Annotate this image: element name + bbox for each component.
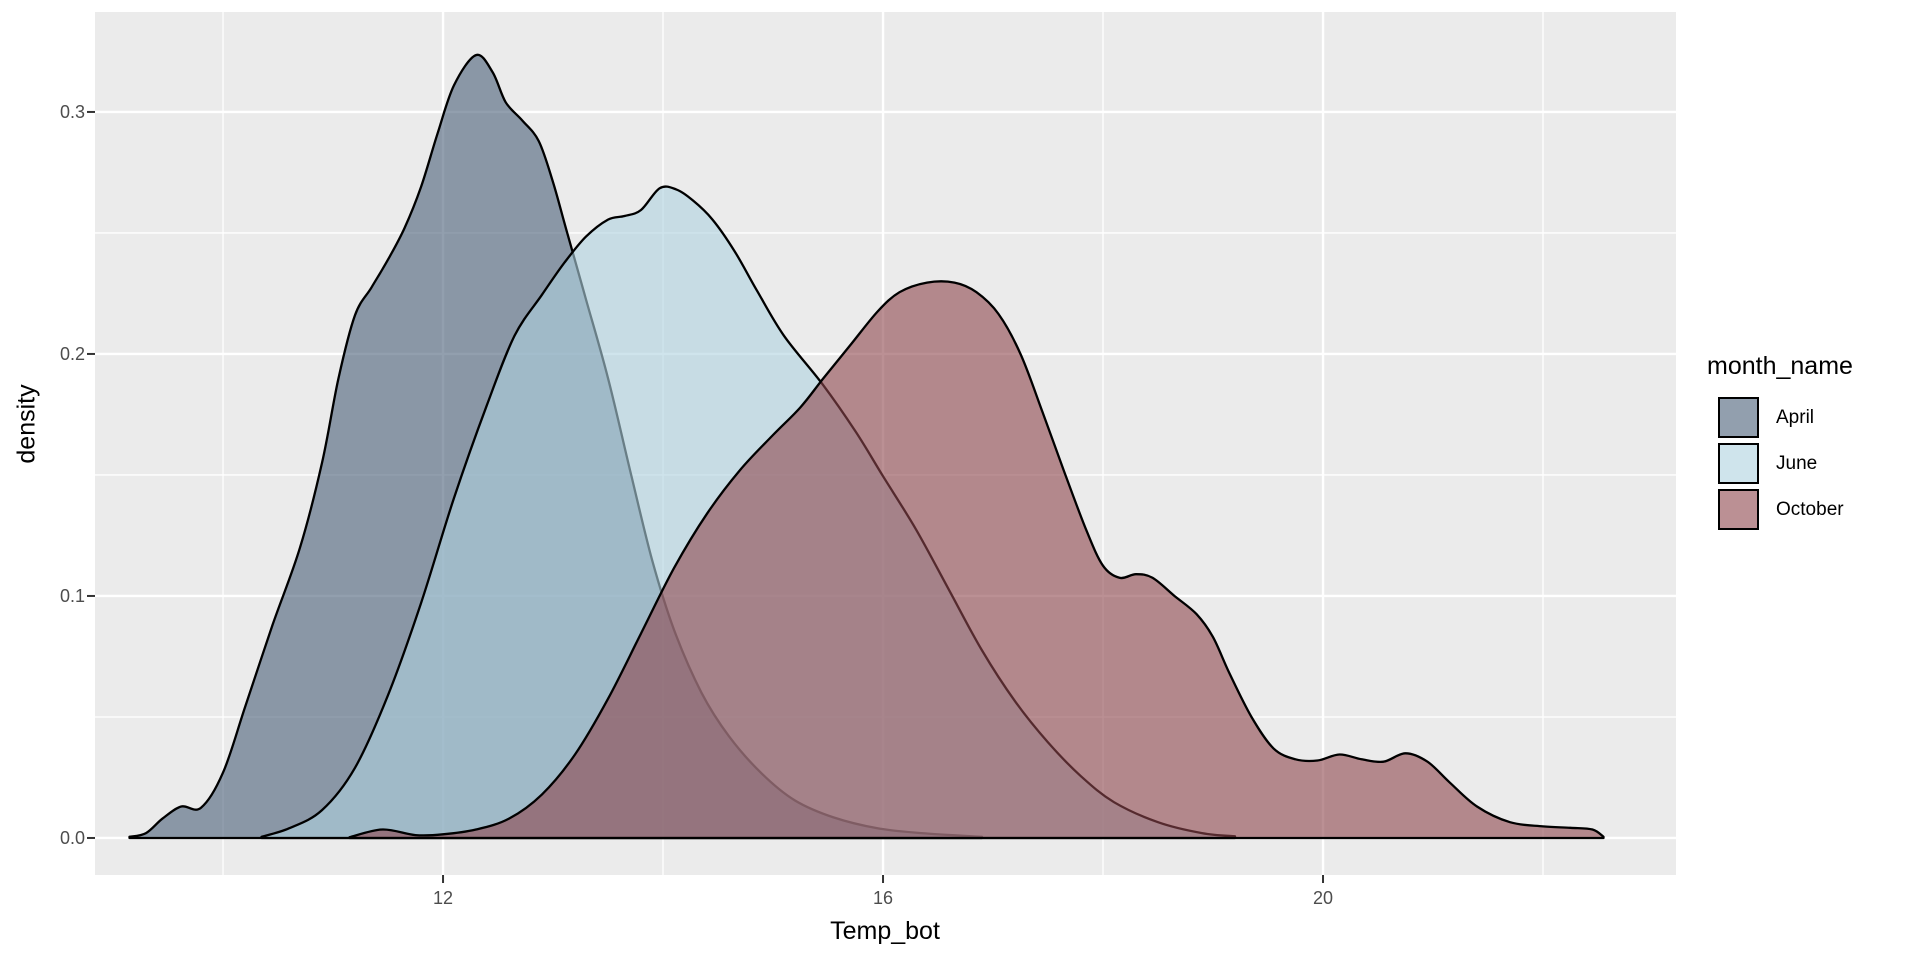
y-tick-label: 0.1 [59, 585, 85, 606]
legend-title: month_name [1707, 352, 1853, 380]
y-axis-title: density [12, 384, 41, 464]
density-curve-october [348, 280, 1605, 840]
legend-item-april: April [1703, 397, 1853, 438]
y-tick-label: 0.3 [59, 101, 85, 122]
legend-item-october: October [1703, 489, 1853, 530]
legend-items: April June October [1703, 397, 1853, 530]
x-axis-title: Temp_bot [830, 917, 940, 945]
x-tick-label: 16 [873, 888, 894, 908]
legend: month_name April June October [1703, 352, 1853, 535]
legend-item-june: June [1703, 443, 1853, 484]
legend-swatch-april [1718, 397, 1759, 438]
x-tick-label: 12 [433, 888, 454, 908]
x-tick-label: 20 [1313, 888, 1334, 908]
y-tick-label: 0.0 [59, 827, 85, 848]
legend-label: October [1776, 498, 1844, 520]
legend-label: April [1776, 406, 1815, 428]
y-tick-label: 0.2 [59, 343, 85, 364]
legend-swatch-october [1718, 489, 1759, 530]
legend-label: June [1776, 452, 1818, 474]
legend-swatch-june [1718, 443, 1759, 484]
